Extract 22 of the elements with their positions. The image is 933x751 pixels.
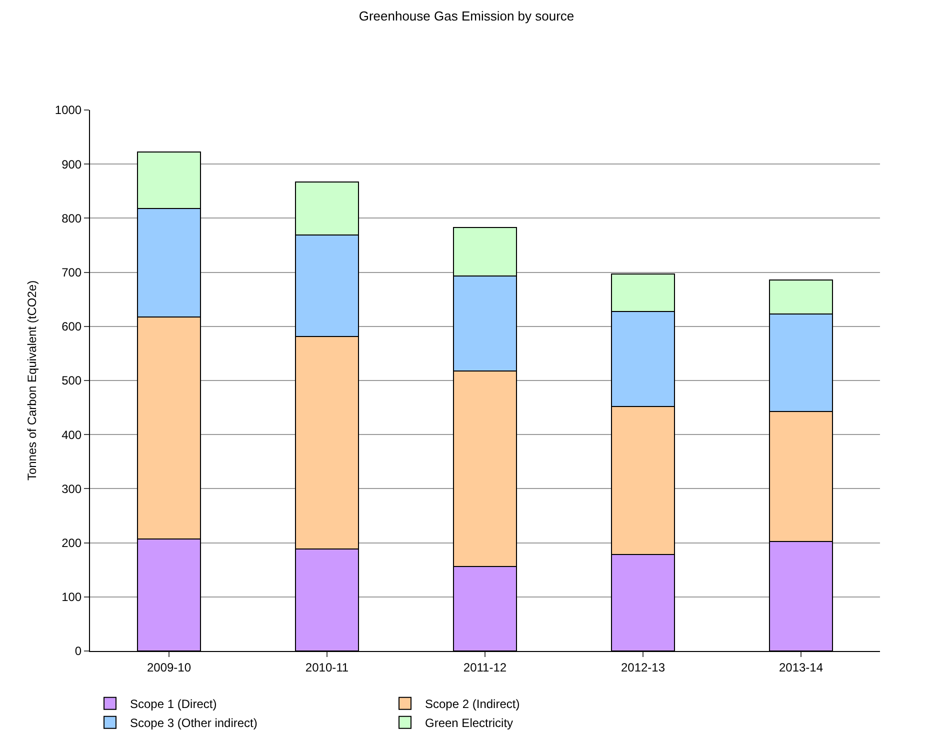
x-tick-label: 2012-13 <box>620 660 666 674</box>
y-axis-title: Tonnes of Carbon Equivalent (tCO2e) <box>25 280 40 481</box>
legend-label: Green Electricity <box>425 716 514 730</box>
y-tick-label: 1000 <box>54 103 82 118</box>
legend-label: Scope 2 (Indirect) <box>425 697 520 712</box>
x-tick-label: 2009-10 <box>146 660 192 674</box>
y-tick-label: 400 <box>62 428 82 442</box>
y-tick-label: 500 <box>62 374 82 388</box>
x-tick-label: 2013-14 <box>778 660 824 674</box>
y-tick-label: 900 <box>62 157 82 172</box>
y-tick-label: 600 <box>62 320 82 334</box>
legend-label: Scope 1 (Direct) <box>130 697 217 712</box>
y-tick-label: 100 <box>62 590 82 604</box>
y-tick-label: 0 <box>74 644 82 658</box>
y-tick-label: 700 <box>62 266 82 280</box>
chart-title: Greenhouse Gas Emission by source <box>358 8 574 24</box>
y-tick-label: 300 <box>62 482 82 496</box>
x-tick-label: 2010-11 <box>305 660 349 674</box>
x-tick-label: 2011-12 <box>463 660 507 674</box>
y-tick-label: 200 <box>62 536 82 550</box>
legend-label: Scope 3 (Other indirect) <box>130 716 258 730</box>
y-tick-label: 800 <box>62 211 82 226</box>
